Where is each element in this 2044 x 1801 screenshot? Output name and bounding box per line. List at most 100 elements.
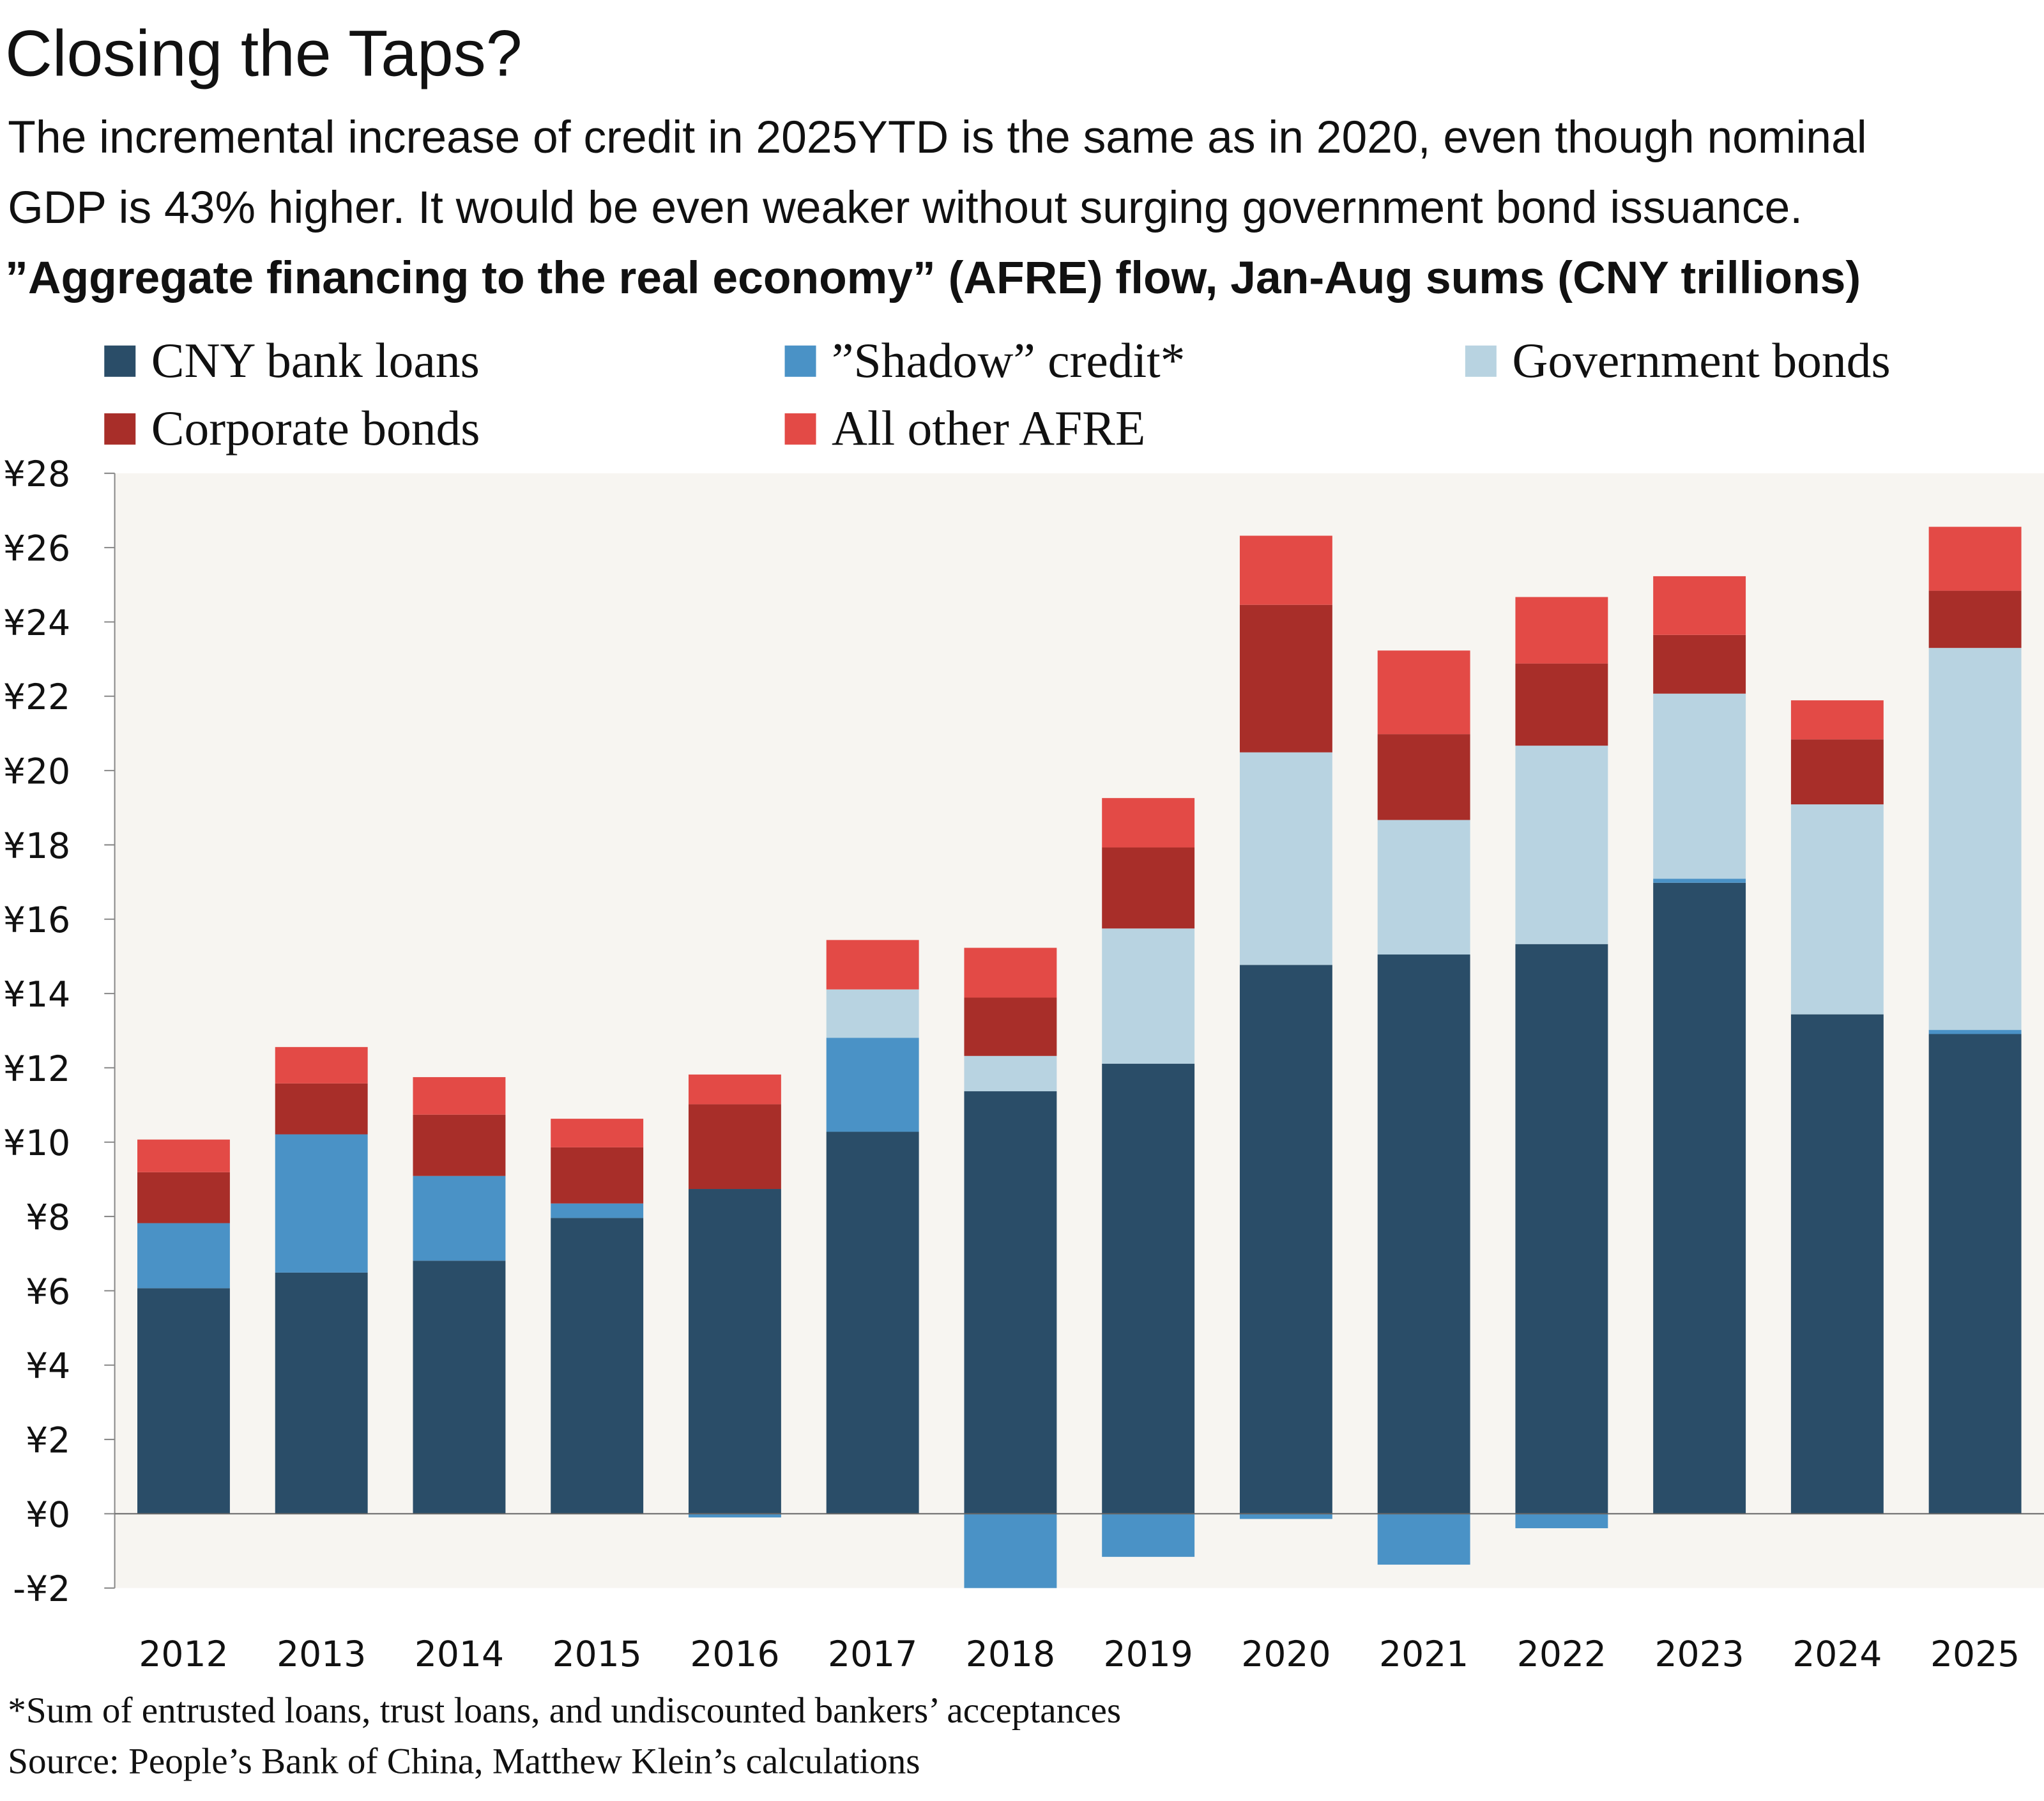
x-tick-label: 2019	[1104, 1634, 1193, 1675]
legend-item-shadow-credit: ”Shadow” credit*	[784, 332, 1186, 390]
bar-segment-2024-3	[1790, 739, 1884, 805]
legend-item-bank-loans: CNY bank loans	[104, 332, 480, 390]
bar-segment-2015-0	[551, 1218, 644, 1514]
legend-swatch	[104, 345, 136, 377]
y-tick-label: ¥20	[3, 751, 70, 792]
bar-segment-2025-4	[1928, 526, 2022, 591]
bar-segment-2018-3	[964, 997, 1057, 1056]
bar-segment-2019-0	[1102, 1064, 1195, 1514]
bar-segment-2013-0	[275, 1272, 368, 1514]
y-tick-label: ¥10	[3, 1123, 70, 1163]
bar-segment-2021-4	[1377, 650, 1470, 735]
bar-segment-2013-3	[275, 1083, 368, 1135]
legend-label: CNY bank loans	[151, 333, 480, 389]
y-tick-label: ¥6	[26, 1271, 70, 1312]
x-tick-label: 2023	[1655, 1634, 1744, 1675]
bar-segment-2025-2	[1928, 648, 2022, 1031]
x-tick-label: 2018	[966, 1634, 1055, 1675]
y-tick-label: ¥22	[3, 677, 70, 717]
legend-label: Government bonds	[1512, 333, 1891, 389]
bar-segment-2020-0	[1239, 965, 1332, 1514]
bar-segment-2016-4	[688, 1074, 781, 1105]
bar-segment-2016-0	[688, 1189, 781, 1514]
y-tick-label: ¥26	[3, 528, 70, 569]
plot-background	[114, 473, 2044, 1588]
legend-swatch	[784, 345, 816, 377]
bar-segment-2025-3	[1928, 590, 2022, 648]
y-tick-label: -¥2	[13, 1568, 70, 1609]
legend-item-government-bonds: Government bonds	[1465, 332, 1891, 390]
x-tick-label: 2020	[1241, 1634, 1331, 1675]
legend-swatch	[1465, 345, 1497, 377]
x-tick-label: 2014	[415, 1634, 504, 1675]
source-note: Source: People’s Bank of China, Matthew …	[8, 1742, 920, 1782]
bar-segment-2014-4	[413, 1077, 506, 1115]
y-tick-label: ¥16	[3, 900, 70, 940]
bar-segment-2025-1	[1928, 1030, 2022, 1034]
x-tick-label: 2017	[828, 1634, 917, 1675]
legend-label: ”Shadow” credit*	[832, 333, 1186, 389]
bar-segment-2017-4	[826, 940, 919, 990]
bar-segment-2018-2	[964, 1055, 1057, 1092]
x-tick-label: 2025	[1930, 1634, 2020, 1675]
bar-segment-2016-1	[688, 1514, 781, 1518]
bar-segment-2012-0	[137, 1288, 230, 1514]
x-tick-label: 2013	[277, 1634, 366, 1675]
bar-segment-2012-3	[137, 1172, 230, 1223]
bar-segment-2022-3	[1515, 663, 1608, 746]
bar-segment-2019-2	[1102, 928, 1195, 1064]
bar-segment-2018-0	[964, 1091, 1057, 1514]
bar-segment-2021-3	[1377, 734, 1470, 820]
bar-segment-2014-0	[413, 1261, 506, 1514]
bar-segment-2012-4	[137, 1139, 230, 1172]
bar-segment-2015-1	[551, 1203, 644, 1218]
bar-segment-2023-1	[1653, 878, 1746, 883]
bar-segment-2020-4	[1239, 535, 1332, 605]
bar-segment-2019-3	[1102, 847, 1195, 929]
bar-segment-2014-1	[413, 1176, 506, 1261]
subtitle-line-2: GDP is 43% higher. It would be even weak…	[8, 182, 1803, 234]
bar-segment-2023-2	[1653, 693, 1746, 879]
bar-segment-2023-0	[1653, 882, 1746, 1514]
bar-segment-2015-3	[551, 1147, 644, 1204]
bar-segment-2022-2	[1515, 746, 1608, 944]
bar-segment-2019-4	[1102, 798, 1195, 848]
y-tick-label: ¥28	[3, 454, 70, 494]
y-tick-label: ¥0	[26, 1494, 70, 1535]
legend-item-corporate-bonds: Corporate bonds	[104, 401, 480, 458]
legend-label: Corporate bonds	[151, 401, 480, 457]
bar-segment-2022-0	[1515, 944, 1608, 1514]
bar-segment-2013-1	[275, 1134, 368, 1273]
bar-segment-2013-4	[275, 1046, 368, 1084]
bar-segment-2024-4	[1790, 700, 1884, 740]
legend-swatch	[784, 413, 816, 445]
bar-segment-2022-1	[1515, 1514, 1608, 1529]
y-tick-label: ¥24	[3, 602, 70, 643]
bar-segment-2017-0	[826, 1131, 919, 1514]
bar-segment-2023-3	[1653, 634, 1746, 694]
bar-segment-2021-1	[1377, 1514, 1470, 1565]
bar-segment-2023-4	[1653, 576, 1746, 635]
x-tick-label: 2022	[1517, 1634, 1606, 1675]
chart-title: Closing the Taps?	[5, 17, 522, 90]
bar-segment-2018-4	[964, 947, 1057, 998]
y-tick-label: ¥4	[26, 1345, 70, 1386]
bar-segment-2015-4	[551, 1119, 644, 1147]
bar-segment-2022-4	[1515, 597, 1608, 664]
bar-segment-2021-0	[1377, 954, 1470, 1514]
bar-segment-2012-1	[137, 1223, 230, 1289]
bar-segment-2025-0	[1928, 1034, 2022, 1514]
x-tick-label: 2024	[1792, 1634, 1882, 1675]
legend-item-all-other: All other AFRE	[784, 401, 1146, 458]
x-tick-label: 2021	[1379, 1634, 1468, 1675]
bar-segment-2016-3	[688, 1104, 781, 1190]
footnote: *Sum of entrusted loans, trust loans, an…	[8, 1690, 1122, 1732]
bar-segment-2020-2	[1239, 752, 1332, 965]
bar-segment-2024-0	[1790, 1014, 1884, 1514]
bar-segment-2020-3	[1239, 604, 1332, 753]
legend-label: All other AFRE	[832, 401, 1146, 457]
x-tick-label: 2012	[139, 1634, 228, 1675]
y-tick-label: ¥2	[26, 1420, 70, 1460]
bar-segment-2014-3	[413, 1114, 506, 1176]
